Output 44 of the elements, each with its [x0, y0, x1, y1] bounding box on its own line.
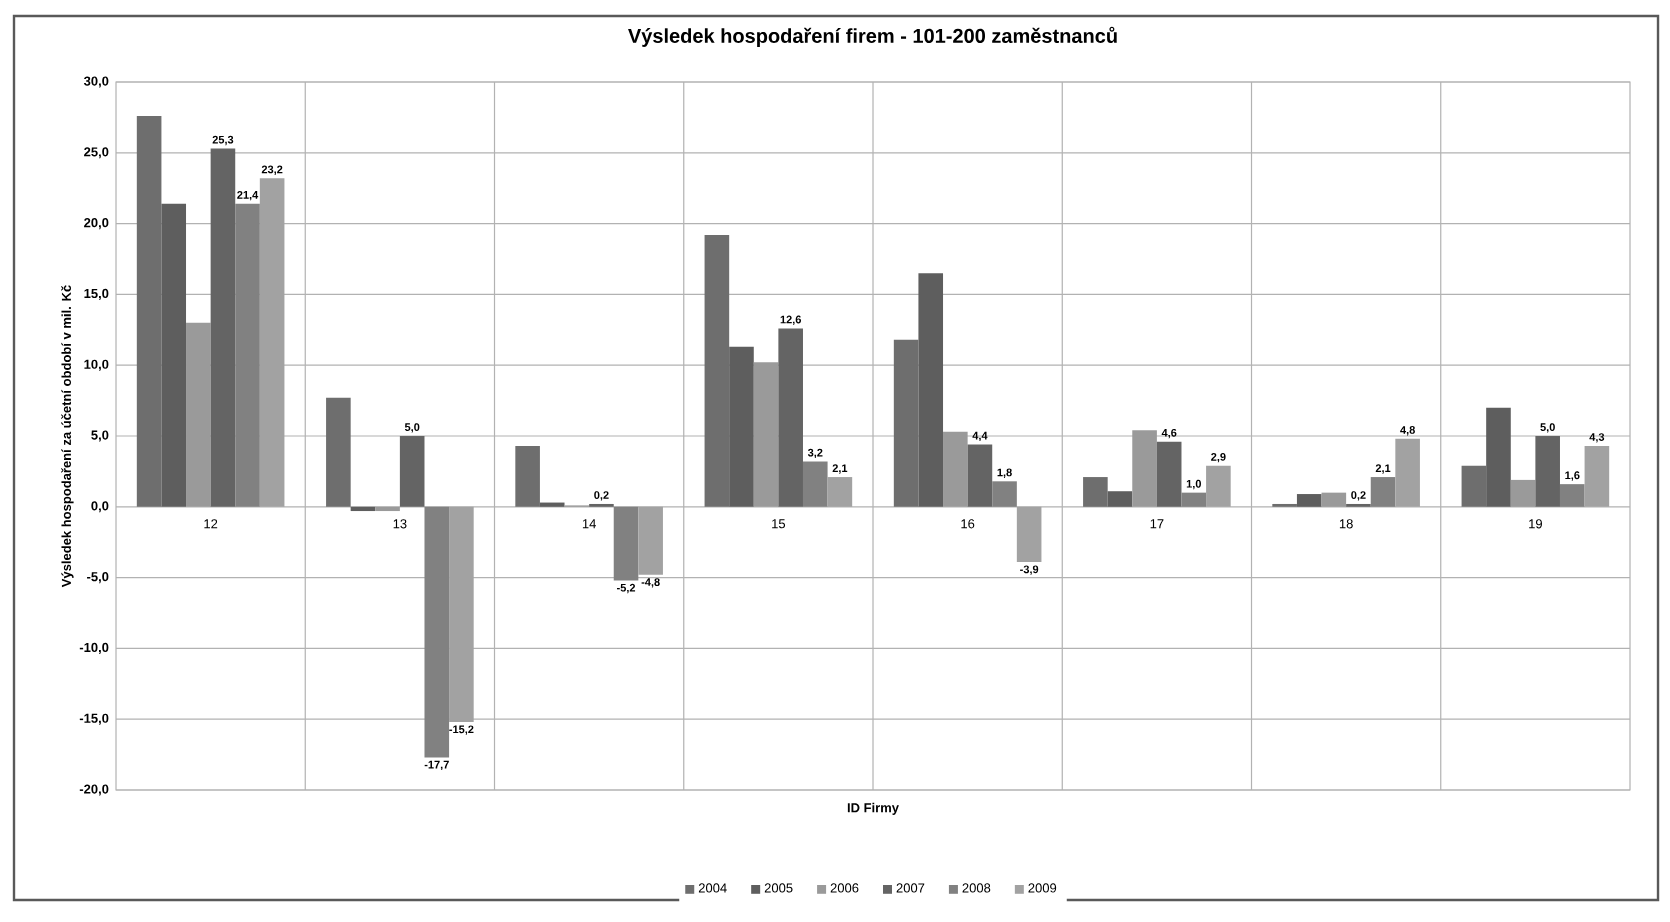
bar — [1107, 491, 1133, 507]
bar — [613, 506, 639, 581]
bar — [259, 178, 285, 507]
bar — [1461, 465, 1487, 507]
bar — [1395, 438, 1420, 507]
bar — [1206, 465, 1231, 507]
bar — [729, 346, 754, 507]
bar — [992, 481, 1017, 507]
bar — [918, 273, 944, 507]
bar — [1181, 492, 1207, 507]
bar — [1510, 479, 1536, 507]
bar — [753, 362, 779, 507]
bar — [449, 506, 474, 723]
bar — [1083, 477, 1108, 507]
bar — [136, 115, 162, 507]
bar — [161, 203, 187, 507]
bar — [1016, 506, 1042, 563]
bar — [515, 445, 540, 507]
bar — [1559, 484, 1585, 507]
bar — [326, 397, 351, 507]
bar — [1296, 494, 1322, 507]
bar — [967, 444, 993, 507]
bar — [1535, 436, 1560, 507]
bar — [778, 328, 803, 507]
bar — [186, 322, 211, 507]
bar — [943, 431, 968, 507]
bar — [375, 506, 400, 512]
bar — [1156, 441, 1182, 507]
bar — [1584, 445, 1610, 507]
bar — [1321, 492, 1347, 507]
bar — [802, 461, 828, 507]
bar — [1132, 430, 1157, 507]
chart-title: Výsledek hospodaření firem - 101-200 zaměstnanců — [628, 26, 1117, 47]
bar — [1370, 477, 1396, 507]
bar — [827, 477, 853, 507]
bar — [1486, 407, 1511, 507]
bar — [350, 506, 376, 512]
bar — [235, 203, 260, 507]
bar — [210, 148, 236, 507]
bar — [399, 436, 425, 507]
bar — [893, 339, 919, 507]
bar — [704, 234, 730, 507]
bar — [638, 506, 663, 575]
bar — [424, 506, 450, 758]
